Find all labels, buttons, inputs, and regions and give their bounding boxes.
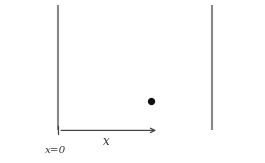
Text: x=0: x=0 [45,146,66,155]
Point [149,100,153,102]
Text: x: x [103,135,109,148]
